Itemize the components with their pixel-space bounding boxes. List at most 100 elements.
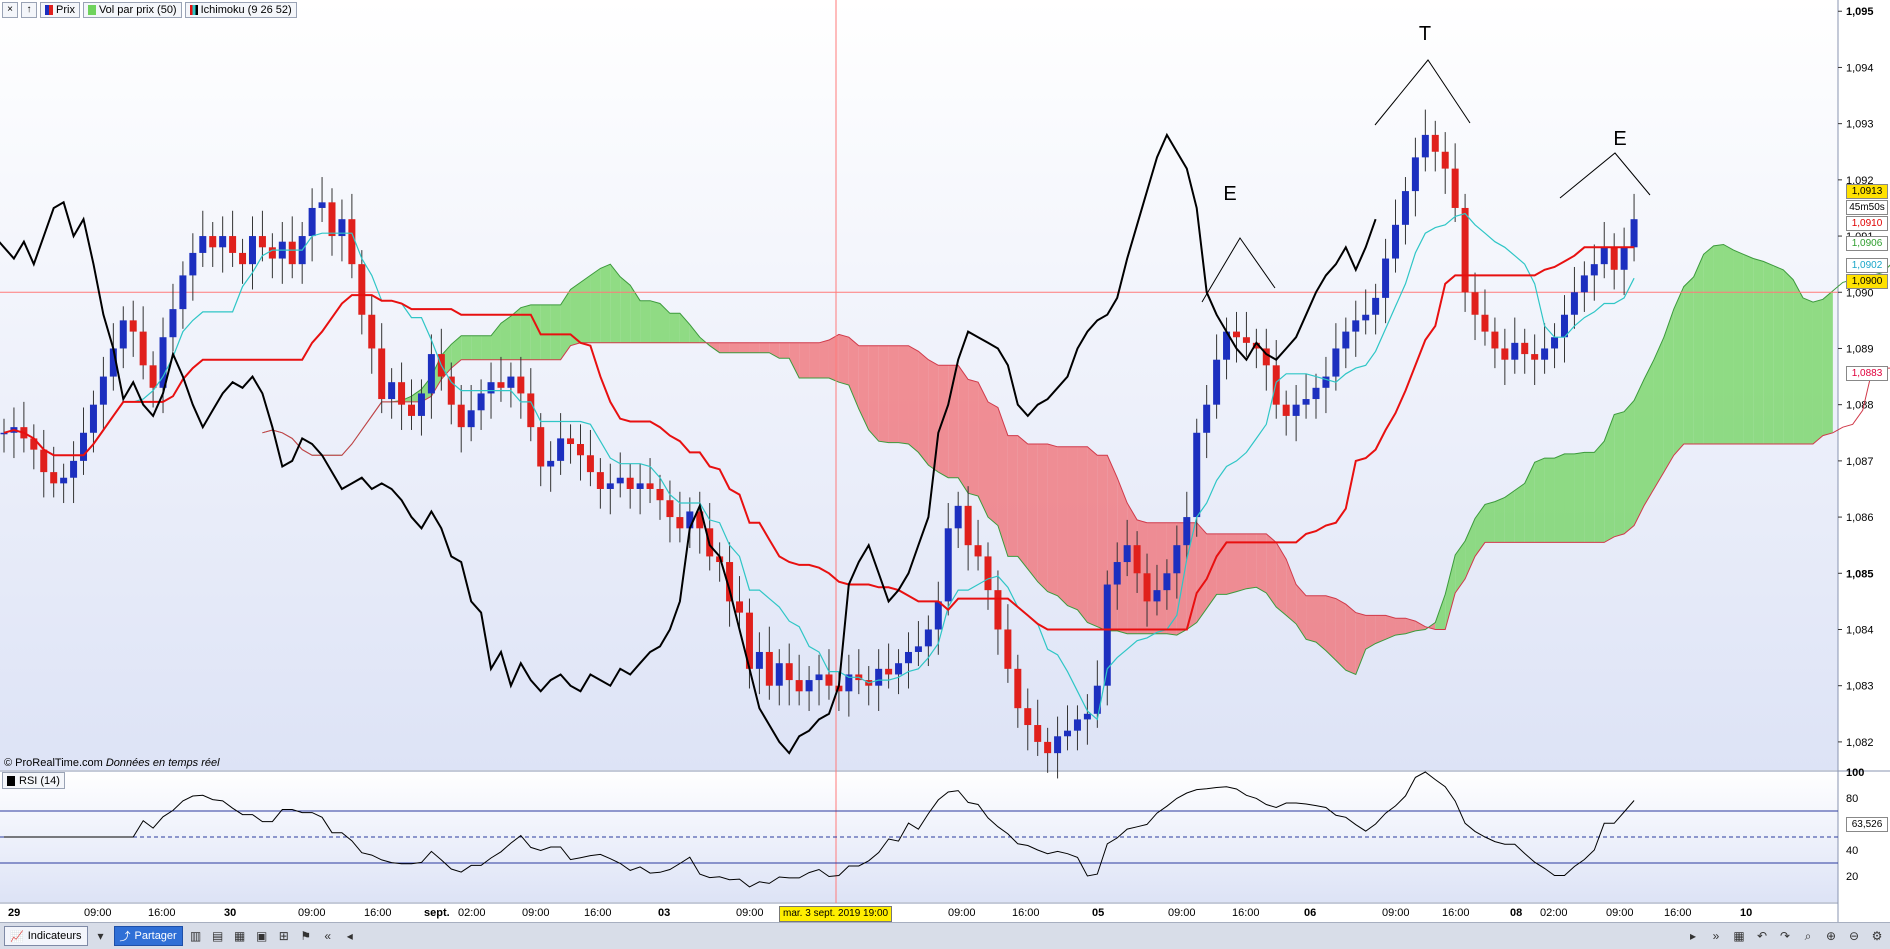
grid-icon[interactable]: ▣ <box>256 929 268 943</box>
cloud-bear-segment <box>858 345 869 430</box>
cloud-bull-segment <box>1673 286 1684 456</box>
rsi-value-tag: 63,526 <box>1846 817 1888 832</box>
legend-ichimoku[interactable]: Ichimoku (9 26 52) <box>184 1 297 18</box>
cloud-bear-segment <box>789 342 800 378</box>
candle-bull <box>547 460 555 467</box>
candle-bear <box>1531 354 1539 360</box>
cloud-bear-segment <box>719 342 730 353</box>
legend-prix[interactable]: Prix <box>40 1 80 18</box>
zoom-in-icon[interactable]: ⊕ <box>1825 929 1837 943</box>
cloud-bull-segment <box>481 335 492 360</box>
table-icon[interactable]: ▦ <box>234 929 246 943</box>
candle-bull <box>99 376 107 405</box>
cloud-bull-segment <box>1753 258 1764 445</box>
indicators-button[interactable]: 📈 Indicateurs <box>4 926 88 946</box>
cloud-bear-segment <box>1415 621 1426 631</box>
candle-bear <box>795 680 803 692</box>
x-tick-label: 16:00 <box>148 907 176 919</box>
cloud-bull-segment <box>451 335 462 369</box>
candle-bull <box>1332 348 1340 377</box>
candle-bull <box>1183 517 1191 546</box>
y-tick-label: 1,084 <box>1846 624 1874 636</box>
candle-swatch-icon <box>45 4 53 15</box>
price-tag: 1,0902 <box>1846 258 1888 273</box>
rsi-legend[interactable]: RSI (14) <box>2 772 65 789</box>
candle-bear <box>328 202 336 237</box>
dropdown-arrow-icon[interactable]: ▾ <box>97 929 104 943</box>
candle-bear <box>1491 331 1499 349</box>
candle-bear <box>666 500 674 518</box>
candle-bull <box>1073 719 1081 731</box>
candle-bull <box>1054 736 1062 754</box>
candle-bear <box>1282 404 1290 416</box>
cloud-bear-segment <box>769 342 780 359</box>
cloud-bear-segment <box>1206 533 1217 609</box>
candle-bull <box>1153 590 1161 602</box>
candle-bull <box>895 663 903 675</box>
rewind-icon[interactable]: « <box>324 929 332 943</box>
candle-bull <box>1103 584 1111 686</box>
realtime-note: Données en temps réel <box>105 757 220 769</box>
cloud-bull-segment <box>679 313 690 343</box>
candle-bull <box>1064 730 1072 737</box>
settings-icon[interactable]: ⚙ <box>1871 929 1883 943</box>
undo-icon[interactable]: ↶ <box>1756 929 1768 943</box>
cloud-bear-segment <box>1156 522 1167 634</box>
alert-icon[interactable]: ⚑ <box>300 929 312 943</box>
cloud-bear-segment <box>779 342 790 359</box>
candle-bear <box>1461 207 1469 293</box>
candle-bull <box>1163 573 1171 591</box>
redo-icon[interactable]: ↷ <box>1779 929 1791 943</box>
zoom-fit-icon[interactable]: ⌕ <box>1804 928 1812 943</box>
zoom-out-icon[interactable]: ⊖ <box>1848 929 1860 943</box>
cloud-bull-segment <box>1465 518 1476 579</box>
comment-icon[interactable]: ▤ <box>212 929 224 943</box>
layout-icon[interactable]: ▥ <box>190 929 202 943</box>
candle-bear <box>676 517 684 529</box>
candle-bear <box>398 382 406 405</box>
calendar-icon[interactable]: ▦ <box>1733 929 1745 943</box>
candle-bull <box>755 651 763 669</box>
candle-bear <box>239 252 247 265</box>
x-tick-label: 02:00 <box>458 907 486 919</box>
cloud-bear-segment <box>1306 595 1316 643</box>
copyright-source: © ProRealTime.com <box>4 757 103 769</box>
candle-bear <box>30 438 38 450</box>
legend-prix-label: Prix <box>56 3 75 16</box>
fast-forward-icon[interactable]: » <box>1712 929 1720 943</box>
candle-bull <box>1302 399 1310 405</box>
candle-bull <box>1123 545 1131 563</box>
cloud-bull-segment <box>461 335 472 360</box>
candle-bull <box>219 236 227 248</box>
cloud-bull-segment <box>471 335 482 360</box>
cloud-bear-segment <box>1375 615 1386 644</box>
x-tick-label: 16:00 <box>1232 907 1260 919</box>
cloud-bull-segment <box>1494 497 1505 543</box>
candle-bear <box>885 668 893 675</box>
cloud-bull-segment <box>1723 244 1734 445</box>
candle-bull <box>1392 224 1400 259</box>
scroll-left-icon[interactable]: ◂ <box>346 929 353 943</box>
y-tick-label: 1,092 <box>1846 175 1874 187</box>
cloud-bull-segment <box>1584 452 1595 543</box>
scroll-right-icon[interactable]: ▸ <box>1689 929 1697 943</box>
candle-bull <box>845 674 853 692</box>
candle-bear <box>567 438 575 445</box>
candle-bear <box>1252 342 1260 349</box>
cloud-bull-segment <box>520 304 531 360</box>
share-label: Partager <box>134 930 177 942</box>
cloud-bull-segment <box>1614 411 1625 537</box>
share-button[interactable]: ⤴ Partager <box>113 926 183 946</box>
up-arrow-icon[interactable]: ↑ <box>21 1 37 18</box>
screener-icon[interactable]: ⊞ <box>278 929 289 943</box>
x-tick-label: 16:00 <box>1442 907 1470 919</box>
cloud-bear-segment <box>709 342 720 353</box>
candle-bull <box>1093 685 1101 714</box>
cloud-bear-segment <box>1087 446 1098 627</box>
legend-vol[interactable]: Vol par prix (50) <box>82 1 182 18</box>
x-tick-label: 29 <box>8 907 21 919</box>
close-icon[interactable]: × <box>2 1 18 18</box>
cloud-bull-segment <box>1455 540 1466 593</box>
candle-bull <box>914 646 922 652</box>
candle-bull <box>1551 337 1559 349</box>
